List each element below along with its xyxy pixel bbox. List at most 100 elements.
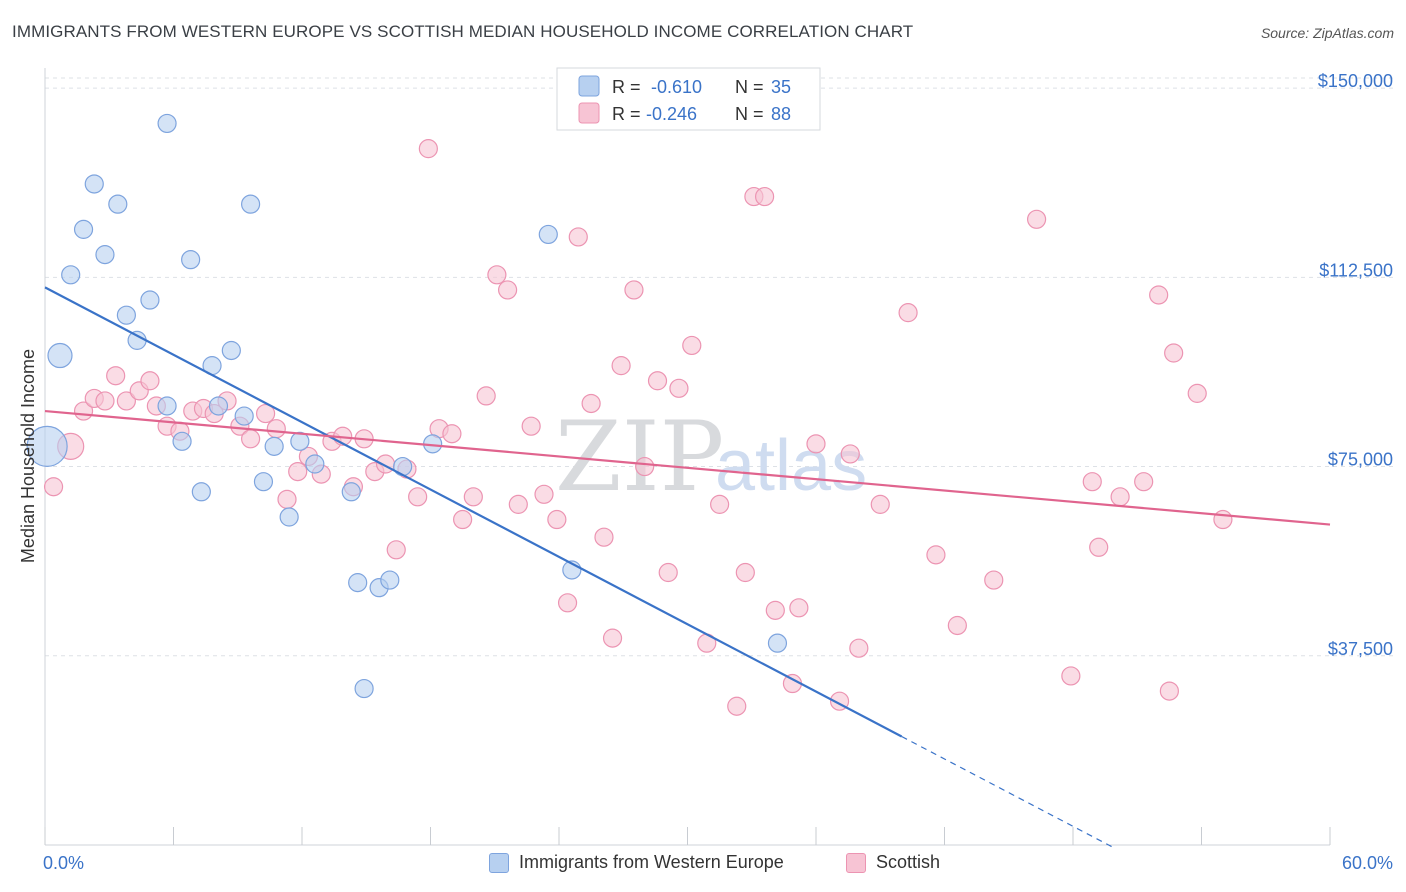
- scottish-point: [1082, 472, 1102, 492]
- legend-pink-swatch: [578, 102, 600, 124]
- scottish-point: [735, 562, 755, 583]
- scottish-point: [453, 509, 473, 530]
- western-europe-points: [26, 113, 788, 699]
- scottish-point: [498, 280, 518, 300]
- scottish-point: [1164, 343, 1184, 363]
- watermark-atlas: atlas: [715, 426, 867, 506]
- western-europe-point: [253, 472, 274, 492]
- scottish-point: [140, 371, 160, 391]
- y-tick-label: $150,000: [1318, 71, 1393, 91]
- scottish-points: [43, 139, 1233, 716]
- scottish-point: [1149, 285, 1169, 305]
- scottish-point: [1187, 383, 1207, 403]
- scottish-point: [534, 484, 554, 504]
- scottish-point: [594, 527, 614, 547]
- western-europe-point: [305, 454, 325, 474]
- scottish-point: [611, 356, 631, 376]
- western-europe-trendline-extension: [901, 735, 1117, 850]
- y-tick-label: $37,500: [1328, 639, 1393, 659]
- western-europe-point: [140, 290, 160, 310]
- bottom-legend-blue-swatch: [489, 852, 509, 873]
- scottish-point: [926, 545, 946, 565]
- scottish-point: [984, 570, 1004, 590]
- scottish-point: [898, 303, 918, 323]
- western-europe-point: [348, 573, 368, 593]
- western-europe-point: [767, 633, 788, 653]
- scottish-point: [870, 494, 890, 514]
- legend-pink-r-value: -0.246: [646, 104, 697, 124]
- western-europe-point: [181, 250, 201, 270]
- bottom-legend-blue: Immigrants from Western Europe: [489, 852, 784, 873]
- scottish-point: [266, 419, 286, 439]
- scottish-point: [106, 366, 126, 386]
- scottish-point: [710, 494, 730, 514]
- western-europe-point: [84, 174, 104, 194]
- scottish-point: [568, 227, 588, 247]
- scottish-point: [116, 391, 136, 411]
- scottish-point: [386, 540, 406, 560]
- scottish-point: [521, 416, 541, 436]
- scottish-point: [508, 494, 528, 514]
- scottish-point: [624, 280, 644, 300]
- scottish-point: [669, 378, 689, 398]
- tick-labels: $37,500 $75,000 $112,500 $150,000 0.0% 60.0%: [43, 71, 1393, 873]
- legend-pink-n-value: 88: [771, 104, 791, 124]
- scottish-point: [849, 638, 869, 658]
- scottish-point: [581, 393, 601, 414]
- western-europe-point: [221, 340, 241, 361]
- western-europe-point: [95, 245, 115, 265]
- scottish-point: [442, 424, 462, 444]
- western-europe-point: [157, 396, 177, 416]
- western-europe-point: [290, 431, 310, 451]
- legend-blue-swatch: [578, 75, 600, 97]
- legend-blue-n-label: N =: [735, 77, 764, 97]
- scottish-point: [754, 186, 775, 207]
- western-europe-point: [538, 224, 558, 245]
- y-tick-label: $75,000: [1328, 450, 1393, 470]
- correlation-legend: R = -0.610 N = 35 R = -0.246 N = 88: [556, 67, 821, 131]
- scottish-point: [765, 600, 785, 620]
- western-europe-point: [127, 330, 147, 350]
- scottish-point: [43, 477, 64, 497]
- scottish-point: [408, 487, 428, 507]
- scottish-point: [647, 371, 668, 391]
- scottish-point: [1213, 509, 1233, 530]
- scottish-point: [288, 461, 308, 482]
- western-europe-point: [172, 431, 192, 451]
- scottish-point: [789, 598, 809, 618]
- legend-blue-r-label: R =: [612, 77, 641, 97]
- legend-blue-r-value: -0.610: [651, 77, 702, 97]
- western-europe-point: [157, 113, 177, 134]
- scottish-point: [547, 509, 567, 530]
- scottish-point: [658, 562, 678, 583]
- western-europe-trendline: [44, 286, 903, 738]
- bottom-legend: Immigrants from Western Europe Scottish: [0, 852, 1406, 878]
- scottish-point: [635, 456, 655, 477]
- x-tick-label-min: 0.0%: [43, 853, 84, 873]
- scottish-point: [418, 139, 438, 159]
- trendlines: [44, 286, 1331, 850]
- western-europe-point: [380, 570, 400, 590]
- chart-title: IMMIGRANTS FROM WESTERN EUROPE VS SCOTTI…: [12, 22, 914, 41]
- legend-blue-n-value: 35: [771, 77, 791, 97]
- scottish-point: [806, 434, 826, 454]
- y-tick-label: $112,500: [1319, 260, 1393, 280]
- scottish-trendline: [44, 409, 1331, 526]
- scottish-point: [241, 429, 261, 449]
- scottish-point: [95, 391, 115, 411]
- western-europe-point: [26, 425, 68, 467]
- bottom-legend-pink-label: Scottish: [876, 852, 941, 872]
- y-axis-label: Median Household Income: [18, 349, 38, 563]
- bottom-legend-pink: Scottish: [846, 852, 940, 873]
- watermark-zip: ZIP: [555, 401, 724, 513]
- bottom-legend-pink-swatch: [846, 852, 866, 873]
- scottish-point: [557, 593, 578, 613]
- x-tick-label-max: 60.0%: [1342, 853, 1393, 873]
- scottish-point: [1134, 472, 1154, 492]
- western-europe-point: [47, 342, 73, 369]
- scottish-point: [1061, 666, 1081, 686]
- scottish-point: [255, 403, 276, 424]
- scottish-point: [277, 489, 297, 509]
- scottish-point: [1026, 209, 1047, 229]
